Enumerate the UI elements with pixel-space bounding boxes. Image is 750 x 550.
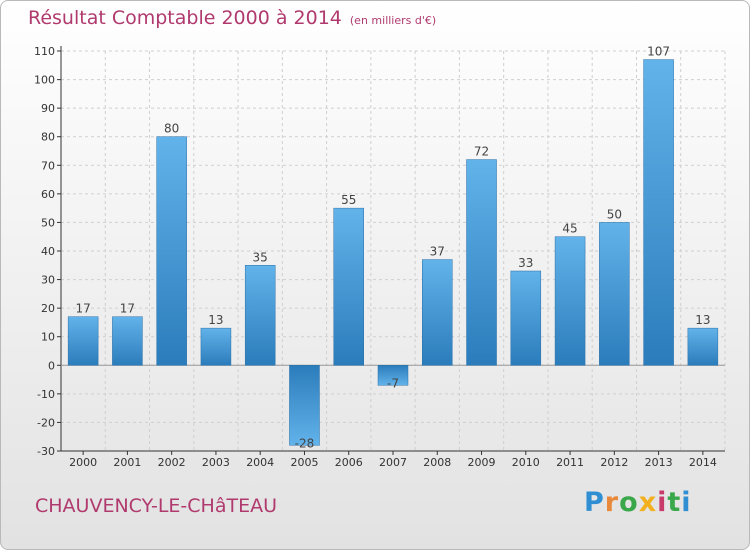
x-tick-label: 2006 xyxy=(335,456,363,469)
data-label: 17 xyxy=(75,302,90,316)
x-tick-label: 2004 xyxy=(246,456,274,469)
y-tick-label: -20 xyxy=(37,416,55,429)
data-label: 17 xyxy=(120,302,135,316)
y-tick-label: 70 xyxy=(41,159,55,172)
y-tick-label: 80 xyxy=(41,131,55,144)
y-tick-label: 60 xyxy=(41,188,55,201)
y-tick-label: 10 xyxy=(41,331,55,344)
bar xyxy=(67,316,99,366)
x-tick-label: 2001 xyxy=(113,456,141,469)
y-tick-label: -30 xyxy=(37,445,55,458)
data-label: -28 xyxy=(295,436,315,450)
data-label: 50 xyxy=(607,207,622,221)
data-label: -7 xyxy=(387,376,399,390)
x-tick-label: 2014 xyxy=(689,456,717,469)
data-label: 37 xyxy=(430,245,445,259)
bar xyxy=(377,365,409,386)
data-label: 45 xyxy=(562,222,577,236)
bar xyxy=(289,365,320,446)
data-label: 55 xyxy=(341,193,356,207)
y-tick-label: 110 xyxy=(34,45,55,58)
x-tick-label: 2007 xyxy=(379,456,407,469)
data-label: 35 xyxy=(253,250,268,264)
x-tick-label: 2011 xyxy=(556,456,584,469)
bar xyxy=(333,207,364,366)
data-label: 107 xyxy=(647,45,670,59)
chart-unit: (en milliers d'€) xyxy=(349,14,437,27)
y-tick-label: 90 xyxy=(41,102,55,115)
data-label: 13 xyxy=(208,313,223,327)
y-tick-label: -10 xyxy=(37,388,55,401)
y-tick-label: 20 xyxy=(41,302,55,315)
y-tick-label: 100 xyxy=(34,74,55,87)
data-label: 80 xyxy=(164,122,179,136)
bar xyxy=(599,222,630,366)
bar xyxy=(244,265,276,366)
y-tick-label: 40 xyxy=(41,245,55,258)
bar xyxy=(156,136,187,366)
bar xyxy=(112,316,143,366)
bar xyxy=(422,259,453,366)
y-tick-label: 0 xyxy=(48,359,55,372)
bar xyxy=(643,59,674,366)
bar xyxy=(687,327,719,366)
chart-title: Résultat Comptable 2000 à 2014 (en millie… xyxy=(28,7,436,29)
x-tick-label: 2002 xyxy=(158,456,186,469)
x-tick-label: 2005 xyxy=(290,456,318,469)
data-label: 33 xyxy=(518,256,533,270)
bar xyxy=(200,327,232,366)
bars xyxy=(67,59,719,446)
x-tick-label: 2013 xyxy=(645,456,673,469)
data-label: 72 xyxy=(474,145,489,159)
commune-name: CHAUVENCY-LE-CHâTEAU xyxy=(35,495,277,517)
bar xyxy=(510,270,542,366)
proxiti-logo: Proxiti xyxy=(584,487,692,518)
chart-title-text: Résultat Comptable 2000 à 2014 xyxy=(28,7,342,29)
bar xyxy=(554,236,586,366)
x-tick-label: 2003 xyxy=(202,456,230,469)
y-tick-label: 50 xyxy=(41,216,55,229)
data-label: 13 xyxy=(695,313,710,327)
data-labels: 17 17 80 13 35 -28 55 -7 37 72 33 45 50 107 13 xyxy=(75,45,710,451)
x-tick-label: 2000 xyxy=(69,456,97,469)
x-tick-label: 2012 xyxy=(600,456,628,469)
bar xyxy=(466,159,497,366)
x-tick-label: 2008 xyxy=(423,456,451,469)
y-tick-label: 30 xyxy=(41,274,55,287)
x-tick-label: 2009 xyxy=(468,456,496,469)
x-tick-label: 2010 xyxy=(512,456,540,469)
